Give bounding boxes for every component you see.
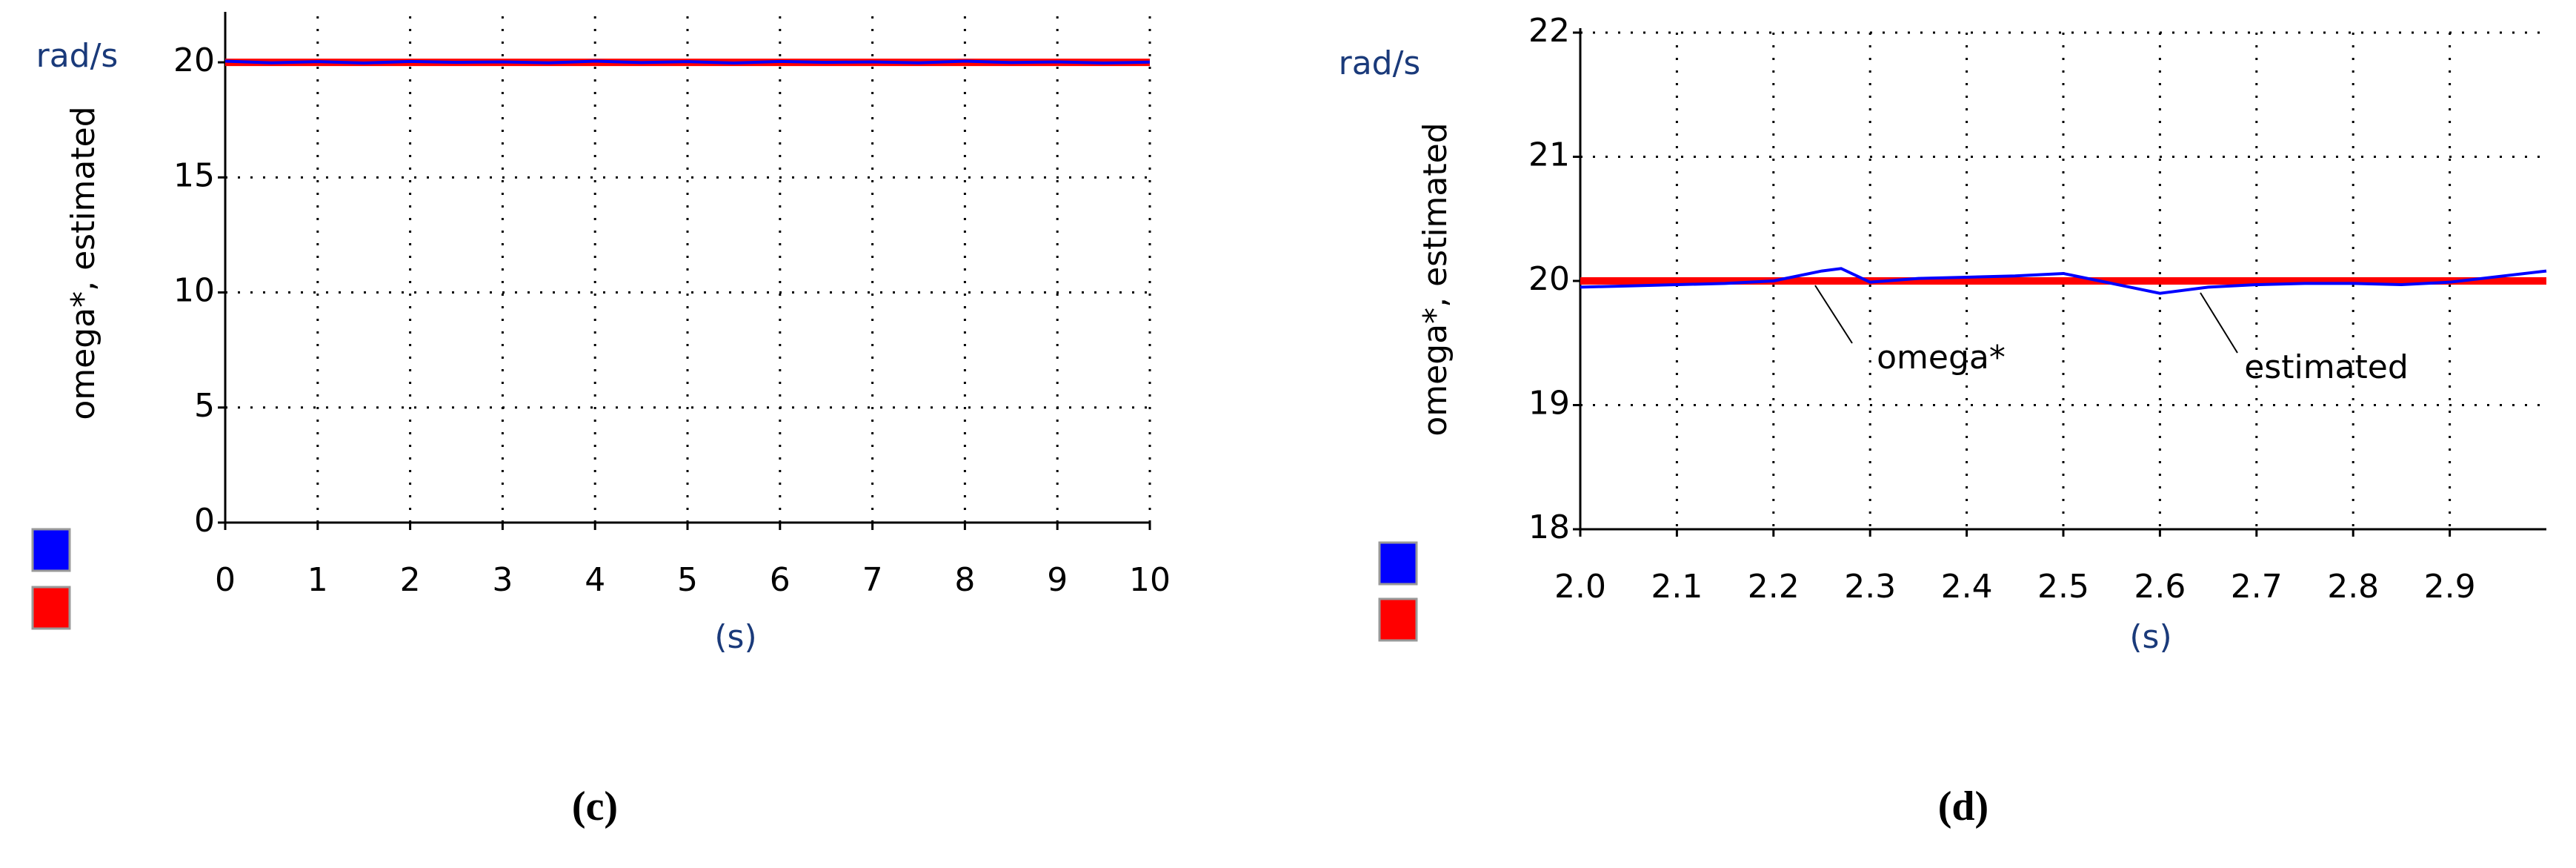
y-tick-label: 10	[173, 272, 215, 310]
y-tick-label: 5	[194, 387, 215, 425]
y-unit: rad/s	[36, 37, 119, 75]
y-axis-title: omega*, estimated	[1417, 122, 1454, 436]
x-tick-label: 2.2	[1748, 568, 1800, 606]
x-tick-label: 2.8	[2327, 568, 2379, 606]
x-tick-label: 2.5	[2037, 568, 2089, 606]
legend-swatch	[31, 528, 71, 572]
y-tick-label: 19	[1528, 385, 1570, 423]
y-tick-label: 20	[173, 42, 215, 79]
x-tick-label: 4	[585, 561, 605, 599]
annotation: omega*	[1877, 339, 2006, 377]
x-tick-label: 10	[1129, 561, 1171, 599]
caption: (c)	[572, 783, 618, 829]
x-tick-label: 2.4	[1941, 568, 1993, 606]
annotation-arrow	[2200, 292, 2238, 354]
x-tick-label: 2.7	[2231, 568, 2283, 606]
x-tick-label: 5	[677, 561, 698, 599]
x-tick-label: 9	[1047, 561, 1068, 599]
y-tick-label: 18	[1528, 508, 1570, 546]
legend-swatch	[1378, 541, 1418, 586]
y-axis-title: omega*, estimated	[64, 106, 102, 420]
legend-swatch	[1378, 597, 1418, 642]
annotation-arrow	[1814, 285, 1853, 344]
y-tick-label: 15	[173, 156, 215, 194]
x-tick-label: 7	[862, 561, 883, 599]
caption: (d)	[1938, 783, 1988, 829]
y-tick-label: 21	[1528, 136, 1570, 174]
x-tick-label: 6	[770, 561, 791, 599]
x-tick-label: 2.6	[2134, 568, 2186, 606]
x-tick-label: 2.1	[1651, 568, 1703, 606]
x-tick-label: 2	[400, 561, 421, 599]
legend-swatch	[31, 586, 71, 630]
annotation: estimated	[2244, 348, 2409, 386]
x-tick-label: 3	[492, 561, 513, 599]
x-tick-label: 8	[954, 561, 975, 599]
x-tick-label: 1	[307, 561, 328, 599]
series-line	[1580, 267, 2547, 295]
x-tick-label: 2.3	[1844, 568, 1896, 606]
y-tick-label: 22	[1528, 12, 1570, 50]
x-axis-title: (s)	[2129, 618, 2171, 656]
y-tick-label: 20	[1528, 260, 1570, 298]
series-line	[224, 59, 1151, 65]
y-unit: rad/s	[1339, 44, 1421, 82]
x-tick-label: 0	[215, 561, 236, 599]
x-tick-label: 2.9	[2424, 568, 2476, 606]
x-tick-label: 2.0	[1554, 568, 1606, 606]
y-tick-label: 0	[194, 502, 215, 540]
x-axis-title: (s)	[714, 618, 756, 656]
